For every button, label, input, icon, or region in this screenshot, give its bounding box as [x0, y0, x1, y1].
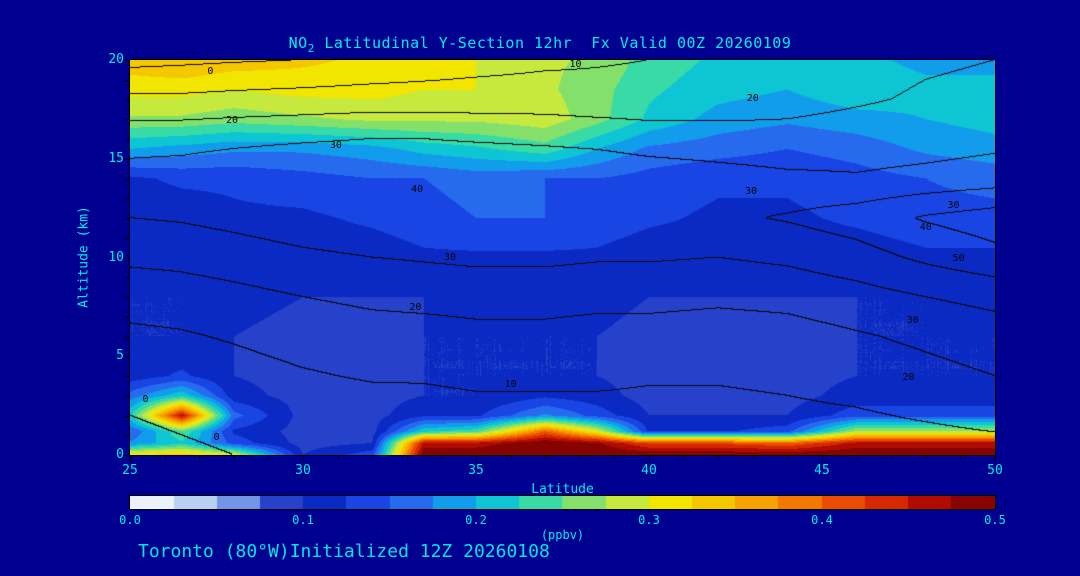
contour-label: 40 — [411, 184, 424, 196]
y-tick-label: 10 — [108, 249, 124, 265]
tick-mark — [303, 456, 304, 462]
colorbar-tick-label: 0.1 — [292, 513, 314, 527]
tick-mark — [164, 456, 166, 459]
colorbar-unit-label: (ppbv) — [540, 528, 585, 542]
tick-mark — [122, 158, 129, 160]
tick-mark — [822, 456, 823, 462]
colorbar-tick-label: 0.0 — [119, 513, 141, 527]
x-tick-label: 30 — [295, 463, 311, 478]
contour-label: 30 — [444, 251, 457, 263]
tick-mark — [476, 456, 477, 462]
tick-mark — [614, 456, 616, 459]
tick-mark — [125, 277, 129, 279]
tick-mark — [579, 456, 581, 459]
tick-mark — [545, 456, 547, 459]
tick-mark — [752, 456, 754, 459]
tick-mark — [891, 456, 893, 459]
model-info-text: Toronto (80°W)Initialized 12Z 20260108 — [138, 541, 550, 562]
contour-plot-canvas — [130, 60, 995, 455]
tick-mark — [125, 79, 129, 81]
tick-mark — [125, 198, 129, 200]
tick-mark — [125, 415, 129, 417]
tick-mark — [372, 456, 374, 459]
tick-mark — [441, 456, 443, 459]
contour-label: 30 — [947, 200, 960, 212]
tick-mark — [125, 316, 129, 318]
tick-mark — [122, 356, 129, 358]
contour-label: 30 — [906, 314, 919, 326]
x-axis-label: Latitude — [531, 482, 594, 497]
x-tick-label: 35 — [468, 463, 484, 478]
x-tick-label: 25 — [122, 463, 138, 478]
colorbar — [129, 495, 996, 510]
tick-mark — [683, 456, 685, 459]
tick-mark — [125, 336, 129, 338]
colorbar-tick-label: 0.3 — [638, 513, 660, 527]
tick-mark — [122, 60, 129, 61]
x-tick-label: 50 — [987, 463, 1003, 478]
contour-label: 20 — [746, 92, 759, 104]
tick-mark — [122, 257, 129, 259]
contour-label: 0 — [213, 432, 220, 444]
tick-mark — [130, 456, 131, 462]
tick-mark — [337, 456, 339, 459]
x-tick-label: 45 — [814, 463, 830, 478]
tick-mark — [122, 455, 129, 456]
contour-label: 0 — [142, 394, 149, 406]
chart-title: NO2 Latitudinal Y-Section 12hr Fx Valid … — [0, 34, 1080, 55]
title-subscript: 2 — [307, 42, 315, 55]
tick-mark — [125, 395, 129, 397]
tick-mark — [125, 119, 129, 121]
tick-mark — [233, 456, 235, 459]
tick-mark — [125, 376, 129, 377]
contour-label: 10 — [569, 58, 582, 70]
tick-mark — [649, 456, 650, 462]
tick-mark — [125, 139, 129, 140]
contour-label: 20 — [409, 302, 422, 314]
y-tick-label: 5 — [116, 348, 124, 364]
tick-mark — [995, 456, 996, 462]
y-tick-label: 15 — [108, 150, 124, 166]
tick-mark — [125, 237, 129, 239]
x-tick-label: 40 — [641, 463, 657, 478]
tick-mark — [925, 456, 927, 459]
tick-mark — [199, 456, 201, 459]
y-tick-label: 0 — [116, 447, 124, 462]
tick-mark — [406, 456, 408, 459]
title-rest: Latitudinal Y-Section 12hr Fx Valid 00Z … — [314, 34, 792, 52]
contour-label: 20 — [902, 371, 915, 383]
tick-mark — [787, 456, 789, 459]
y-tick-label: 20 — [108, 52, 124, 67]
contour-label: 30 — [745, 186, 758, 198]
tick-mark — [125, 178, 129, 180]
plot-area: 0 10 20 20 30 40 30 30 40 50 30 20 30 20 10 0 0 — [129, 58, 996, 456]
contour-label: 40 — [919, 221, 932, 233]
tick-mark — [125, 297, 129, 298]
contour-label: 10 — [504, 378, 517, 390]
tick-mark — [125, 218, 129, 219]
tick-mark — [856, 456, 858, 459]
contour-label: 50 — [952, 253, 965, 265]
contour-label: 0 — [207, 65, 214, 77]
colorbar-tick-label: 0.2 — [465, 513, 487, 527]
colorbar-tick-label: 0.5 — [984, 513, 1006, 527]
tick-mark — [718, 456, 720, 459]
tick-mark — [125, 435, 129, 437]
tick-mark — [960, 456, 962, 459]
title-prefix: NO — [288, 34, 308, 52]
tick-mark — [125, 99, 129, 101]
colorbar-tick-label: 0.4 — [811, 513, 833, 527]
tick-mark — [268, 456, 270, 459]
tick-mark — [510, 456, 512, 459]
contour-label: 30 — [329, 140, 342, 152]
contour-label: 20 — [226, 115, 239, 127]
